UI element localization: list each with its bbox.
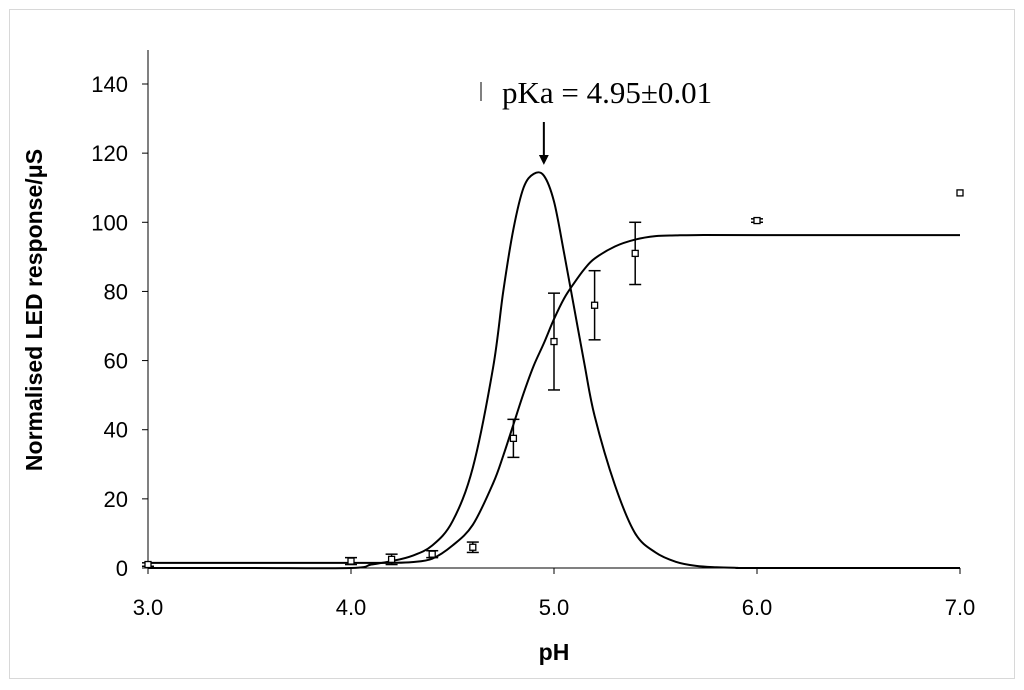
x-tick-label: 4.0 bbox=[336, 595, 367, 620]
x-tick-label: 7.0 bbox=[945, 595, 976, 620]
data-point bbox=[956, 189, 964, 197]
y-axis-title: Normalised LED response/μS bbox=[21, 149, 47, 471]
data-point bbox=[428, 550, 436, 558]
y-tick-label: 140 bbox=[91, 72, 128, 97]
data-point bbox=[590, 301, 599, 309]
derivative-peak-curve bbox=[148, 171, 961, 570]
pka-annotation: pKa = 4.95±0.01 bbox=[502, 75, 712, 110]
x-tick-label: 3.0 bbox=[133, 595, 164, 620]
sigmoid-fit-curve bbox=[148, 234, 960, 564]
data-point-group bbox=[142, 189, 964, 569]
y-tick-label: 40 bbox=[104, 418, 128, 443]
data-point bbox=[469, 543, 477, 551]
data-point bbox=[387, 555, 396, 564]
y-tick-label: 100 bbox=[91, 210, 128, 235]
chart-frame bbox=[9, 9, 1015, 679]
x-tick-label: 5.0 bbox=[539, 595, 570, 620]
x-axis-title: pH bbox=[539, 639, 570, 665]
data-point bbox=[753, 216, 761, 225]
data-point bbox=[347, 557, 355, 565]
data-point bbox=[550, 337, 558, 346]
y-tick-label: 0 bbox=[116, 556, 128, 581]
curve-group bbox=[148, 171, 961, 570]
y-tick-label: 60 bbox=[104, 349, 128, 374]
x-tick-label: 6.0 bbox=[742, 595, 773, 620]
y-tick-label: 80 bbox=[104, 279, 128, 304]
data-point bbox=[509, 434, 518, 443]
data-point bbox=[631, 249, 639, 258]
y-tick-label: 20 bbox=[104, 487, 128, 512]
data-point bbox=[144, 560, 152, 569]
tick-group: 0 20 40 60 80 100 120 140 3.0 4.0 5.0 6.0 7.0 bbox=[91, 72, 975, 620]
y-tick-label: 120 bbox=[91, 141, 128, 166]
